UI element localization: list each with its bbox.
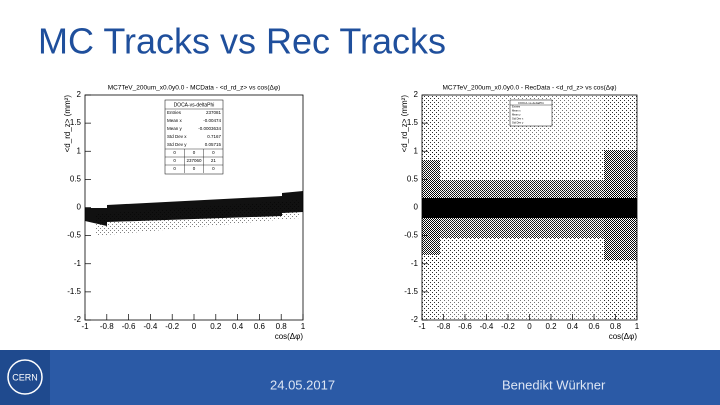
x-tick-label: 0 xyxy=(192,322,197,331)
logo-text: CERN xyxy=(12,372,38,382)
y-tick-label: -2 xyxy=(74,315,82,324)
x-axis-label: cos(Δφ) xyxy=(609,332,638,341)
y-tick-label: -2 xyxy=(411,315,419,324)
y-axis-label: <d_rd_z> (mm²) xyxy=(63,95,72,153)
stats-cell: 0 xyxy=(173,166,176,171)
scatter-cloud xyxy=(85,191,303,236)
x-tick-label: 0.8 xyxy=(276,322,288,331)
plot-title: MC7TeV_200um_x0.0y0.0 - RecData - <d_rd_… xyxy=(442,85,616,92)
x-tick-label: 0.4 xyxy=(232,322,244,331)
stats-cell: 0 xyxy=(193,166,196,171)
x-tick-label: 0.2 xyxy=(210,322,222,331)
logo-ring xyxy=(7,359,43,395)
y-tick-label: -0.5 xyxy=(67,231,81,240)
x-tick-label: 0.6 xyxy=(588,322,600,331)
footer-band xyxy=(0,350,720,405)
stats-cell: 0 xyxy=(212,166,215,171)
stats-value: 0.7167 xyxy=(207,134,221,139)
stats-cell: 21 xyxy=(211,158,217,163)
x-tick-label: -1 xyxy=(418,322,426,331)
stats-box xyxy=(509,99,553,127)
x-tick-label: 1 xyxy=(301,322,306,331)
footer-author: Benedikt Würkner xyxy=(502,377,606,392)
y-tick-label: 0 xyxy=(414,203,419,212)
x-tick-label: 1 xyxy=(635,322,640,331)
stats-value: 0.05715 xyxy=(205,142,222,147)
x-tick-label: -1 xyxy=(81,322,89,331)
stats-label: Mean x xyxy=(167,118,183,123)
plot-title: MC7TeV_200um_x0.0y0.0 - MCData - <d_rd_z… xyxy=(108,85,281,92)
stats-value: -0.0003634 xyxy=(198,126,221,131)
x-tick-label: -0.2 xyxy=(501,322,515,331)
scatter-cloud xyxy=(422,95,637,320)
stats-label: Mean y xyxy=(167,126,183,131)
stats-value: 237081 xyxy=(206,110,222,115)
y-tick-label: 1.5 xyxy=(70,118,82,127)
stats-name: DOCA-vs-deltaPhi xyxy=(174,102,215,108)
x-tick-label: 0.4 xyxy=(567,322,579,331)
stats-label: Mean x xyxy=(512,109,521,113)
y-tick-label: -1.5 xyxy=(67,287,81,296)
stats-box xyxy=(164,99,224,175)
footer-date: 24.05.2017 xyxy=(270,377,335,392)
stats-label: Std Dev y xyxy=(167,142,187,147)
x-tick-label: -0.4 xyxy=(144,322,158,331)
y-tick-label: 1.5 xyxy=(407,118,419,127)
y-tick-label: 2 xyxy=(77,90,82,99)
stats-value: -0.00474 xyxy=(203,118,221,123)
stats-cell: 0 xyxy=(173,150,176,155)
stats-cell: 0 xyxy=(193,150,196,155)
y-tick-label: 1 xyxy=(77,146,82,155)
x-tick-label: -0.8 xyxy=(437,322,451,331)
stats-label: Std Dev y xyxy=(512,121,524,125)
x-tick-label: -0.8 xyxy=(100,322,114,331)
y-axis-label: <d_rd_z> (mm²) xyxy=(400,95,409,153)
y-tick-label: -1 xyxy=(411,259,419,268)
x-tick-label: 0.6 xyxy=(254,322,266,331)
stats-cell: 0 xyxy=(212,150,215,155)
y-tick-label: 0 xyxy=(77,203,82,212)
stats-label: Mean y xyxy=(512,113,521,117)
x-tick-label: -0.6 xyxy=(458,322,472,331)
stats-label: Entries xyxy=(167,110,182,115)
stats-label: Std Dev x xyxy=(167,134,187,139)
y-tick-label: -1.5 xyxy=(404,287,418,296)
stats-cell: 0 xyxy=(173,158,176,163)
x-tick-label: -0.6 xyxy=(122,322,136,331)
stats-cell: 237060 xyxy=(186,158,202,163)
y-tick-label: -0.5 xyxy=(404,231,418,240)
stats-label: Std Dev x xyxy=(512,117,524,121)
y-tick-label: -1 xyxy=(74,259,82,268)
x-tick-label: -0.2 xyxy=(165,322,179,331)
y-tick-label: 0.5 xyxy=(70,174,82,183)
stats-label: Entries xyxy=(512,105,521,109)
y-tick-label: 1 xyxy=(414,146,419,155)
x-tick-label: 0.8 xyxy=(610,322,622,331)
stats-name: DOCA-vs-deltaPhi xyxy=(518,101,544,105)
y-tick-label: 2 xyxy=(414,90,419,99)
x-tick-label: 0.2 xyxy=(545,322,557,331)
x-tick-label: -0.4 xyxy=(480,322,494,331)
slide-title: MC Tracks vs Rec Tracks xyxy=(38,21,446,62)
x-axis-label: cos(Δφ) xyxy=(275,332,304,341)
y-tick-label: 0.5 xyxy=(407,174,419,183)
x-tick-label: 0 xyxy=(527,322,532,331)
